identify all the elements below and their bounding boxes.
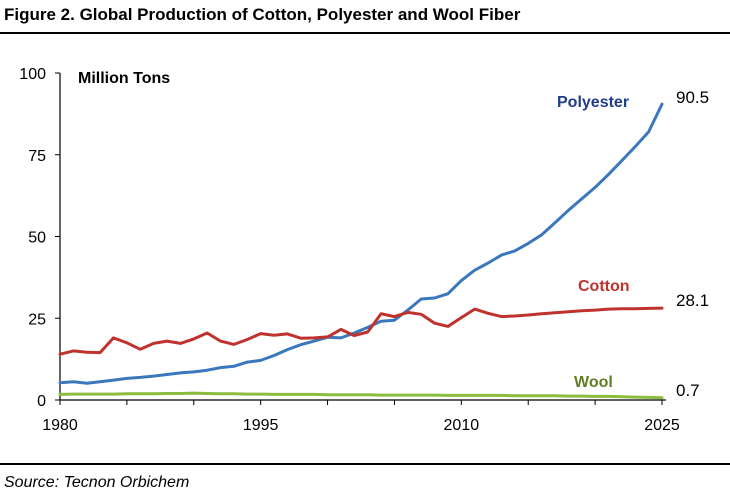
y-tick-label: 100 xyxy=(19,66,46,83)
source-note: Source: Tecnon Orbichem xyxy=(4,474,190,491)
y-tick-label: 50 xyxy=(28,230,46,247)
polyester-series-label: Polyester xyxy=(557,94,629,111)
bottom-rule xyxy=(0,463,730,465)
x-tick-label: 1980 xyxy=(42,417,78,434)
chart-title: Figure 2. Global Production of Cotton, P… xyxy=(4,5,521,24)
cotton-series-line xyxy=(58,306,664,356)
y-tick-label: 25 xyxy=(28,311,46,328)
wool-series-line xyxy=(58,391,664,400)
chart-axes xyxy=(59,73,666,401)
wool-end-value: 0.7 xyxy=(676,381,700,400)
y-axis-label: Million Tons xyxy=(78,70,170,87)
chart-series-labels: Polyester 90.5 Cotton 28.1 Wool 0.7 xyxy=(557,88,709,400)
polyester-end-value: 90.5 xyxy=(676,88,709,107)
y-tick-label: 0 xyxy=(37,393,46,410)
cotton-end-value: 28.1 xyxy=(676,291,709,310)
top-rule xyxy=(0,32,730,34)
polyester-series-line xyxy=(58,102,664,385)
x-tick-label: 2010 xyxy=(444,417,480,434)
x-tick-label: 2025 xyxy=(644,417,680,434)
chart-series xyxy=(58,102,664,400)
x-tick-label: 1995 xyxy=(243,417,279,434)
chart-ticks: 0 25 50 75 100 1980 1995 2010 2025 xyxy=(19,66,680,434)
wool-series-label: Wool xyxy=(574,374,613,391)
y-tick-label: 75 xyxy=(28,148,46,165)
cotton-series-label: Cotton xyxy=(578,278,630,295)
